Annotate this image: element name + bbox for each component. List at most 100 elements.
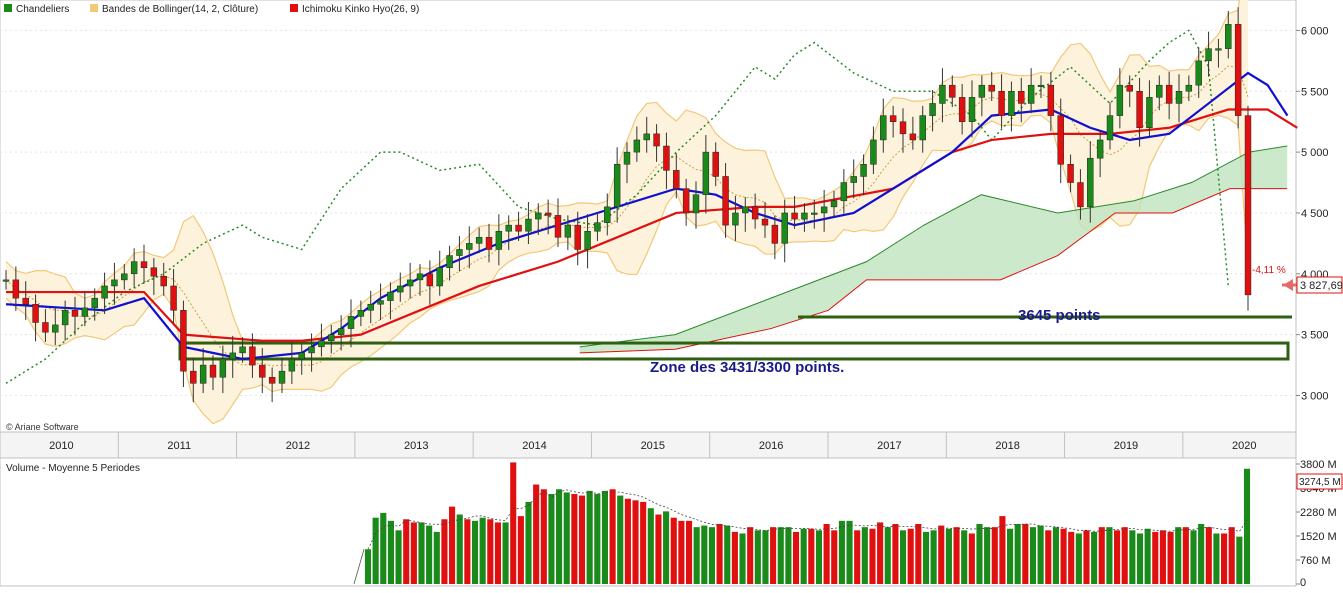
volume-bar-19 [510,462,517,584]
candle-body-126 [1244,115,1252,296]
candle-body-66 [653,133,660,147]
volume-bar-45 [708,527,716,584]
candle-body-83 [820,206,828,214]
candle-body-49 [485,237,493,250]
year-label-2011: 2011 [167,440,191,452]
candle-body-30 [298,352,305,360]
legend-ichimoku: Ichimoku Kinko Hyo(26, 9) [302,4,419,15]
volume-tick-label-0: 0 [1300,577,1306,588]
candle-body-50 [495,230,503,250]
volume-last-box [1296,473,1343,490]
candle-body-64 [633,139,641,153]
volume-tick-label-3800: 3800 M [1300,459,1337,471]
volume-bar-43 [693,527,700,584]
candle-body-106 [1047,84,1055,116]
candle-body-119 [1175,91,1183,104]
y-tick-label-6000: 6 000 [1301,25,1329,37]
candle-body-18 [180,310,187,372]
volume-bar-35 [632,500,639,584]
volume-title: Volume - Moyenne 5 Periodes [6,463,140,474]
volume-average [367,489,1248,550]
candle-body-31 [308,346,315,354]
volume-bar-89 [1045,530,1052,584]
volume-bar-102 [1144,528,1151,584]
candle-body-7 [71,310,79,317]
candle-body-104 [1027,84,1035,104]
candle-body-37 [367,303,374,311]
candle-body-13 [130,261,138,275]
candle-body-84 [830,200,838,208]
cloud-area [579,146,1288,353]
volume-bar-99 [1121,527,1128,584]
volume-bar-66 [869,528,876,584]
candle-body-89 [880,115,887,141]
support-zone [178,315,1292,361]
year-band [0,431,1297,459]
volume-bar-22 [533,484,540,584]
volume-bar-14 [471,520,479,584]
volume-bar-54 [777,527,784,584]
volume-bar-93 [1075,533,1082,584]
volume-bar-100 [1129,530,1136,584]
volume-bar-58 [808,528,815,584]
candle-body-96 [949,84,956,98]
candle-body-99 [978,84,986,98]
volume-bar-85 [1014,524,1021,584]
volume-bar-59 [815,530,823,584]
volume-bar-40 [670,517,677,584]
candle-body-115 [1136,91,1143,129]
year-label-2019: 2019 [1114,440,1138,452]
candle-body-41 [406,279,414,287]
volume-bar-72 [915,524,922,584]
candle-body-116 [1146,97,1153,129]
candle-body-70 [692,194,700,214]
year-label-2013: 2013 [404,440,428,452]
volume-bar-111 [1213,533,1220,584]
volume-bar-37 [647,508,654,584]
volume-bar-71 [907,528,914,584]
candle-body-48 [475,237,483,244]
candle-body-76 [751,206,759,220]
candle-body-60 [594,222,601,232]
candle-body-69 [682,188,690,214]
candle-body-3 [32,303,39,323]
volume-bar-62 [838,520,845,584]
candle-body-77 [761,218,769,226]
volume-bar-50 [747,527,754,584]
candle-body-71 [702,151,710,195]
candle-body-103 [1018,91,1025,104]
volume-bar-51 [754,530,761,584]
volume-bar-32 [609,489,616,584]
candle-body-80 [791,212,798,220]
volume-bar-98 [1114,530,1121,584]
volume-bar-86 [1022,524,1029,584]
volume-bar-96 [1098,527,1105,584]
volume-bars [353,462,1251,585]
candle-body-100 [988,84,995,92]
y-tick-label-4500: 4 500 [1301,208,1329,220]
candle-body-56 [554,215,562,238]
volume-bar-0 [364,549,372,584]
candle-body-2 [22,297,29,305]
candle-body-51 [505,224,512,232]
candle-body-23 [229,352,236,360]
candle-body-20 [199,364,207,384]
volume-bar-41 [678,520,685,584]
year-label-2020: 2020 [1232,440,1256,452]
senkou-b [579,188,1288,354]
volume-bar-84 [1006,528,1014,584]
candle-body-19 [190,370,197,384]
candle-body-53 [525,218,532,232]
last-change-label: -4,11 % [1252,265,1286,276]
volume-bar-15 [479,517,486,584]
candle-body-28 [278,370,286,384]
candle-body-117 [1156,84,1163,98]
candle-body-86 [850,176,857,183]
volume-bar-44 [701,525,708,584]
volume-bar-46 [716,524,723,584]
bollinger-fill [6,0,1248,424]
volume-bar-68 [884,527,891,584]
volume-bar-87 [1029,527,1037,584]
